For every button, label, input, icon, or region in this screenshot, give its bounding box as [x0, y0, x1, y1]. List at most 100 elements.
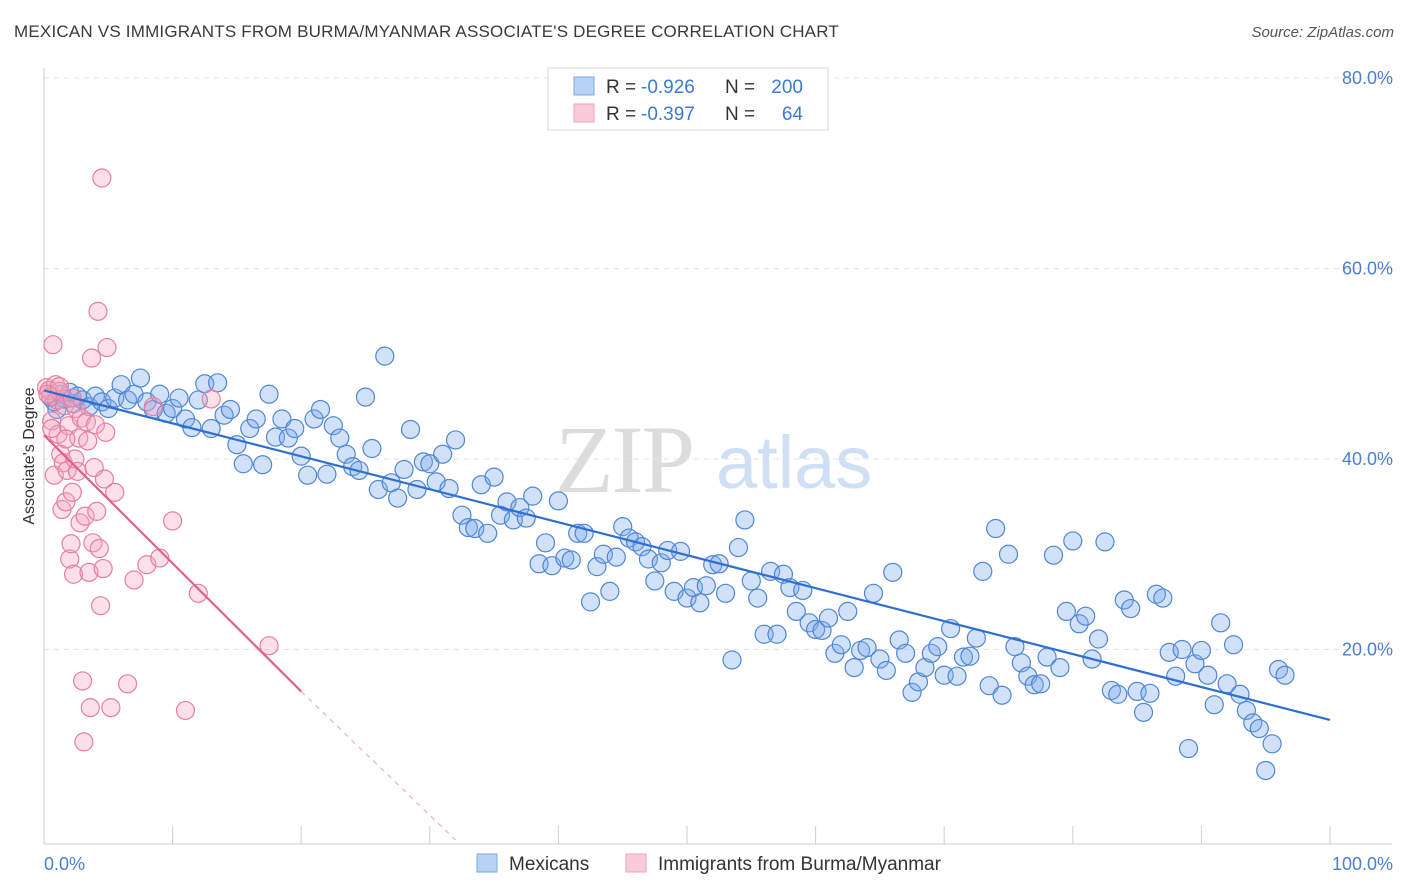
mexicans-point: [1133, 702, 1154, 722]
mexicans-point: [613, 517, 633, 537]
mexicans-point: [388, 488, 408, 508]
mexicans-point: [844, 657, 864, 678]
mexicans-point: [336, 444, 356, 464]
mexicans-point: [1275, 665, 1295, 685]
mexicans-point: [767, 624, 787, 644]
burma-point: [43, 335, 63, 355]
mexicans-point: [1024, 675, 1044, 695]
burma-point: [79, 562, 99, 582]
y-tick-label-40: 40.0%: [1342, 449, 1393, 469]
x-tick-marks: [43, 826, 1331, 844]
burma-point: [259, 636, 279, 656]
legend-n-value-1: 200: [771, 77, 803, 98]
mexicans-point: [317, 464, 337, 484]
mexicans-point: [484, 467, 504, 487]
burma-point: [117, 674, 138, 694]
mexicans-point: [735, 510, 755, 530]
mexicans-point: [812, 620, 832, 641]
mexicans-point: [1223, 635, 1244, 655]
burma-point: [65, 449, 85, 469]
mexicans-point: [690, 593, 710, 613]
mexicans-point: [1056, 601, 1076, 622]
mexicans-point: [580, 592, 601, 612]
mexicans-point: [1043, 545, 1064, 565]
mexicans-point: [715, 583, 736, 603]
mexicans-point: [1031, 674, 1051, 694]
burma-point: [42, 418, 62, 439]
burma-point: [75, 506, 95, 526]
mexicans-point: [857, 637, 877, 658]
mexicans-point: [587, 557, 607, 577]
mexicans-point: [169, 388, 189, 408]
burma-point: [90, 596, 111, 616]
legend-swatch-mexicans: [573, 76, 595, 96]
mexicans-point: [330, 428, 350, 448]
mexicans-point: [1178, 738, 1199, 759]
mexicans-point: [722, 650, 742, 670]
burma-point: [61, 534, 81, 554]
mexicans-point: [1153, 588, 1173, 608]
mexicans-point: [310, 399, 331, 420]
mexicans-point: [375, 346, 395, 366]
mexicans-point: [651, 553, 671, 573]
mexicans-point: [973, 561, 993, 581]
mexicans-point: [960, 646, 980, 666]
burma-point: [163, 511, 183, 531]
mexicans-point: [220, 399, 241, 420]
mexicans-point: [278, 428, 298, 448]
bottom-legend-swatch-mexicans: [476, 853, 498, 873]
bottom-legend-mexicans: Mexicans: [509, 854, 589, 875]
mexicans-point: [1050, 657, 1070, 678]
mexicans-point: [638, 549, 659, 569]
mexicans-point: [876, 660, 896, 681]
mexicans-point: [928, 637, 948, 657]
burma-point: [124, 570, 144, 590]
burma-point: [60, 549, 80, 569]
burma-point: [72, 671, 93, 691]
y-tick-label-60: 60.0%: [1342, 259, 1393, 279]
mexicans-point: [1198, 665, 1218, 685]
mexicans-point: [908, 672, 929, 692]
mexicans-point: [1121, 598, 1141, 619]
legend-r-label-1: R =: [606, 77, 636, 98]
mexicans-point: [478, 523, 498, 543]
burma-point: [81, 348, 102, 368]
mexicans-point: [805, 619, 826, 640]
y-tick-label-80: 80.0%: [1342, 68, 1393, 88]
mexicans-point: [561, 550, 581, 570]
stats-legend: R = -0.926 N = 200 R = -0.397 N = 64: [547, 67, 829, 131]
source-label: Source: ZipAtlas.com: [1251, 24, 1394, 41]
mexicans-point: [915, 657, 935, 678]
burma-point: [88, 301, 108, 321]
burma-point: [201, 389, 221, 409]
mexicans-point: [420, 454, 440, 474]
y-tick-labels: 20.0% 40.0% 60.0% 80.0%: [1342, 68, 1393, 660]
mexicans-point: [523, 486, 543, 506]
burma-point: [93, 558, 113, 579]
mexicans-point: [741, 571, 761, 591]
mexicans-point: [285, 418, 305, 439]
mexicans-point: [548, 491, 569, 511]
mexicans-point: [870, 649, 890, 669]
mexicans-point: [433, 444, 453, 464]
mexicans-point: [1191, 640, 1212, 661]
x-tick-label-min: 0.0%: [44, 854, 85, 874]
mexicans-point: [465, 518, 485, 539]
mexicans-point: [986, 518, 1006, 539]
mexicans-point: [863, 583, 884, 603]
burma-point: [57, 460, 77, 481]
mexicans-point: [400, 419, 421, 440]
mexicans-point: [458, 517, 478, 538]
burma-point: [56, 492, 76, 512]
legend-r-label-2: R =: [606, 104, 636, 125]
mexicans-point: [998, 544, 1019, 564]
trend-line-mexicans: [43, 389, 1331, 722]
burma-point: [78, 431, 98, 451]
mexicans-point: [1069, 614, 1089, 634]
mexicans-point: [1204, 695, 1224, 715]
burma-point: [94, 469, 115, 489]
legend-r-value-2: -0.397: [641, 104, 695, 125]
burma-point: [74, 732, 94, 752]
burma-point: [85, 415, 106, 435]
